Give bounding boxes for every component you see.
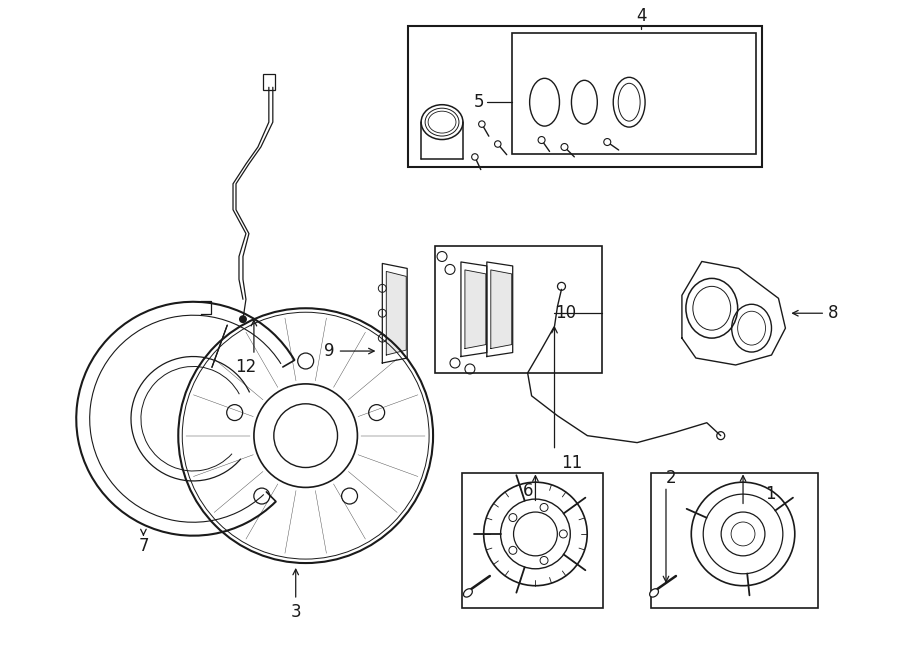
- Ellipse shape: [650, 589, 659, 597]
- Text: 6: 6: [522, 483, 533, 500]
- Polygon shape: [682, 262, 786, 365]
- Bar: [462, 473, 603, 608]
- Polygon shape: [465, 270, 486, 348]
- Text: 12: 12: [235, 358, 256, 376]
- Polygon shape: [487, 262, 513, 356]
- Text: 8: 8: [828, 304, 839, 322]
- Ellipse shape: [561, 143, 568, 151]
- Text: 1: 1: [765, 485, 776, 503]
- Polygon shape: [386, 272, 406, 355]
- Text: 11: 11: [561, 453, 582, 471]
- Text: 10: 10: [555, 304, 577, 322]
- Text: 9: 9: [324, 342, 335, 360]
- Ellipse shape: [479, 121, 485, 128]
- Bar: [512, 32, 756, 154]
- Polygon shape: [491, 270, 512, 348]
- Bar: [435, 245, 602, 373]
- Circle shape: [239, 315, 247, 323]
- Text: 5: 5: [473, 93, 484, 111]
- Polygon shape: [461, 262, 487, 356]
- Bar: [263, 74, 274, 91]
- Bar: [409, 26, 761, 167]
- Text: 4: 4: [636, 7, 646, 24]
- Text: 7: 7: [139, 537, 148, 555]
- Ellipse shape: [494, 141, 501, 147]
- Ellipse shape: [472, 154, 478, 160]
- Ellipse shape: [538, 137, 545, 143]
- Ellipse shape: [464, 589, 472, 597]
- Polygon shape: [382, 264, 407, 363]
- Text: 3: 3: [291, 603, 301, 621]
- Bar: [651, 473, 818, 608]
- Text: 2: 2: [666, 469, 676, 487]
- Ellipse shape: [604, 139, 611, 145]
